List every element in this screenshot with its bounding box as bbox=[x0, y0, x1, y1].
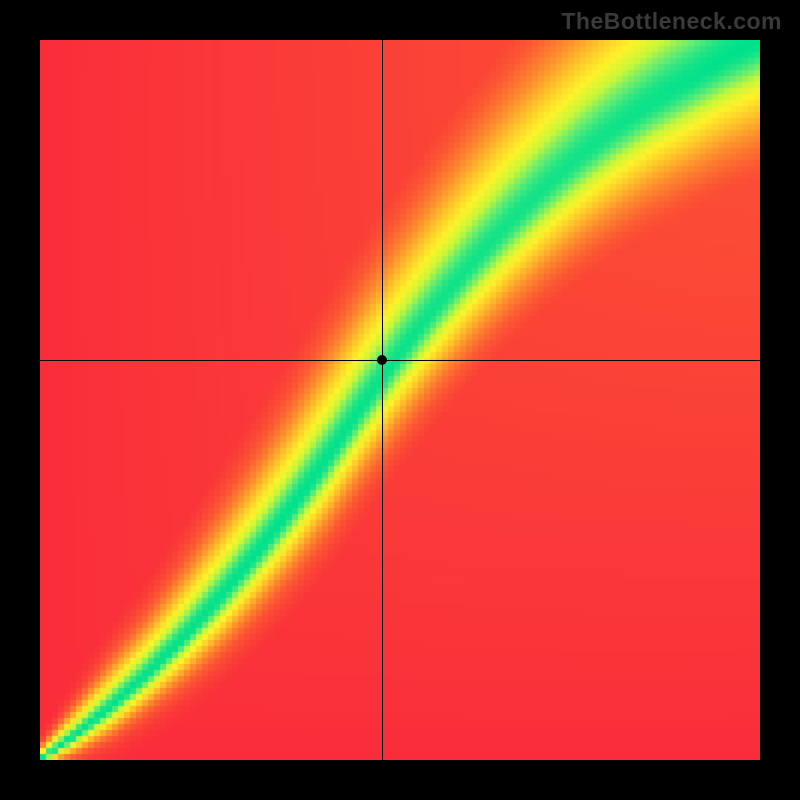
watermark-text: TheBottleneck.com bbox=[561, 8, 782, 35]
crosshair-marker bbox=[377, 355, 387, 365]
heatmap-canvas bbox=[40, 40, 760, 760]
heatmap-plot bbox=[40, 40, 760, 760]
crosshair-vertical bbox=[382, 40, 383, 760]
crosshair-horizontal bbox=[40, 360, 760, 361]
